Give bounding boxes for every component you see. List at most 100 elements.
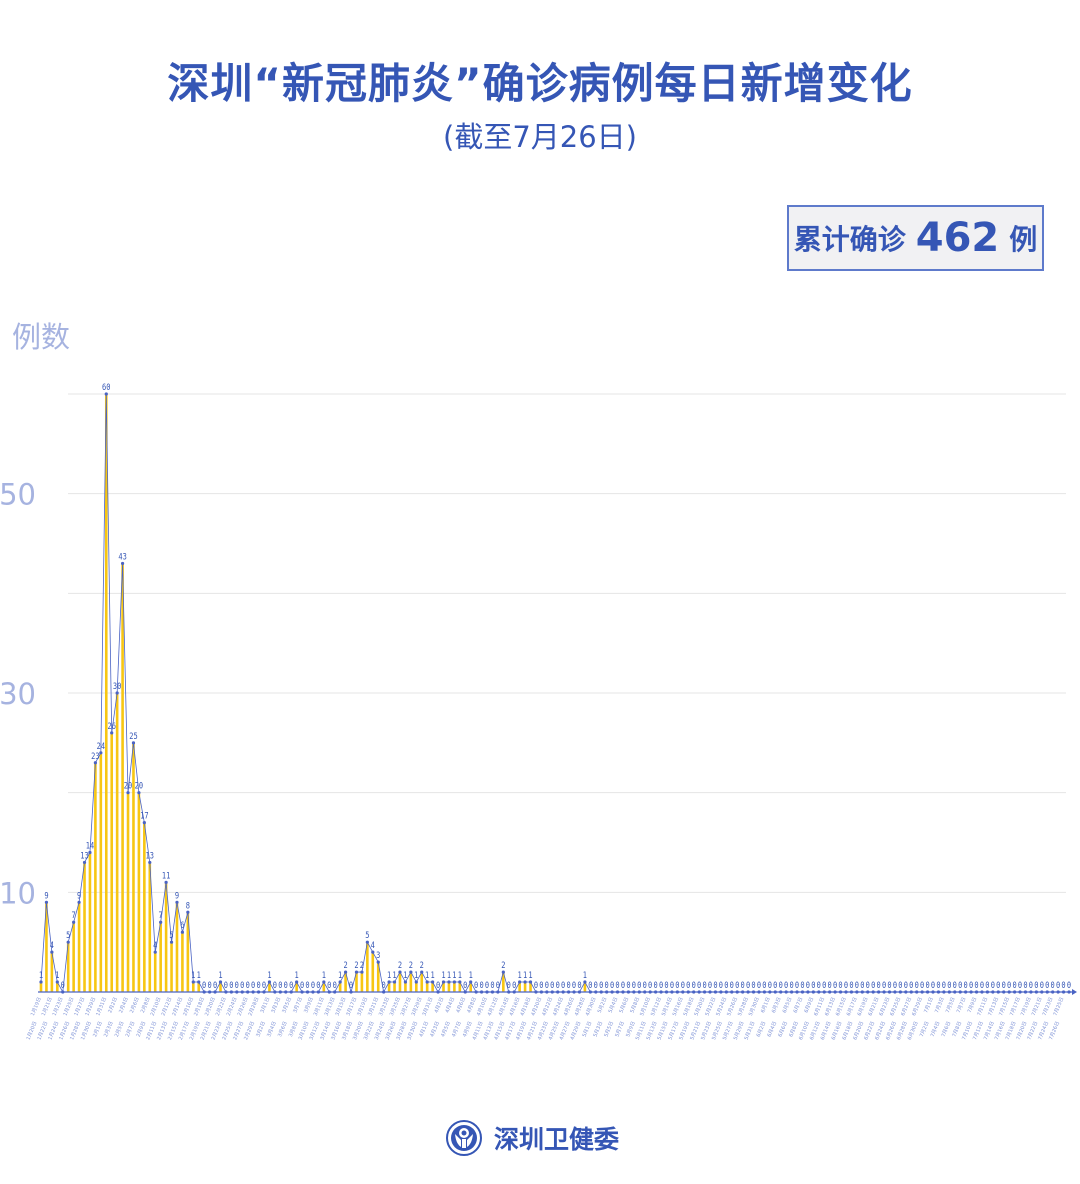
data-point	[996, 990, 1000, 994]
data-point	[534, 990, 538, 994]
data-label: 0	[779, 980, 783, 990]
data-point	[148, 860, 152, 865]
data-label: 0	[866, 980, 870, 990]
data-label: 0	[817, 980, 821, 990]
data-label: 0	[311, 980, 315, 990]
bar	[170, 942, 173, 992]
x-tick-label: 2月28日	[248, 997, 261, 1017]
data-label: 1	[469, 970, 473, 980]
data-label: 0	[436, 980, 440, 990]
y-tick-label: 10	[0, 876, 36, 910]
data-point	[1051, 990, 1055, 994]
x-tick-label: 2月1日	[92, 1021, 104, 1038]
data-label: 1	[338, 970, 342, 980]
data-label: 7	[159, 910, 163, 920]
data-label: 0	[686, 980, 690, 990]
data-label: 0	[594, 980, 598, 990]
data-label: 0	[605, 980, 609, 990]
data-label: 1	[528, 970, 532, 980]
data-label: 0	[893, 980, 897, 990]
data-label: 0	[648, 980, 652, 990]
data-label: 1	[322, 970, 326, 980]
bar	[387, 982, 391, 992]
data-label: 1	[518, 970, 522, 980]
data-label: 0	[300, 980, 304, 990]
data-point	[583, 980, 587, 984]
x-tick-label: 3月6日	[277, 1021, 289, 1038]
data-point	[240, 990, 244, 994]
data-point	[273, 990, 277, 994]
data-label: 0	[240, 980, 244, 990]
bar	[99, 752, 103, 992]
data-label: 1	[447, 970, 451, 980]
data-label: 0	[719, 980, 723, 990]
x-tick-label: 5月5日	[603, 1021, 615, 1038]
data-point	[610, 990, 614, 994]
data-label: 0	[273, 980, 277, 990]
bar	[415, 982, 418, 992]
data-label: 1	[452, 970, 456, 980]
data-label: 0	[1002, 980, 1006, 990]
x-tick-label: 3月7日	[292, 997, 304, 1014]
data-point	[1013, 990, 1017, 994]
data-label: 1	[403, 970, 407, 980]
data-label: 1	[267, 970, 271, 980]
data-label: 0	[713, 980, 717, 990]
bar	[126, 792, 130, 992]
data-label: 0	[762, 980, 766, 990]
bar	[583, 982, 587, 992]
data-label: 17	[140, 811, 149, 821]
data-point	[180, 930, 185, 934]
x-tick-label: 4月4日	[445, 997, 457, 1014]
data-point	[904, 990, 908, 994]
data-label: 0	[936, 980, 940, 990]
data-label: 1	[387, 970, 391, 980]
data-point	[387, 980, 391, 984]
data-label: 0	[974, 980, 978, 990]
data-point	[224, 990, 228, 994]
x-tick-label: 6月8日	[788, 1021, 800, 1038]
x-tick-label: 7月7日	[956, 997, 968, 1014]
data-point	[980, 990, 984, 994]
data-point	[909, 990, 913, 994]
data-label: 0	[1023, 980, 1027, 990]
data-label: 0	[235, 980, 239, 990]
data-label: 0	[833, 980, 837, 990]
data-point	[61, 990, 65, 994]
data-point	[773, 990, 777, 994]
data-label: 2	[409, 960, 413, 970]
data-point	[942, 990, 946, 994]
data-point	[104, 392, 108, 396]
x-tick-label: 6月9日	[804, 997, 816, 1014]
data-point	[360, 970, 364, 974]
bar	[110, 732, 114, 992]
bar	[393, 982, 396, 992]
data-point	[479, 990, 484, 994]
x-tick-label: 3月1日	[260, 997, 272, 1014]
x-tick-label: 3月9日	[303, 997, 315, 1014]
data-point	[898, 990, 902, 994]
data-label: 0	[479, 980, 483, 990]
data-label: 0	[246, 980, 250, 990]
data-point	[697, 990, 701, 994]
data-label: 2	[420, 960, 424, 970]
chart-subtitle: (截至7月26日)	[443, 120, 637, 154]
data-point	[675, 990, 679, 994]
data-label: 0	[659, 980, 663, 990]
data-point	[159, 920, 163, 924]
data-point	[66, 940, 70, 944]
data-point	[512, 990, 516, 994]
data-point	[849, 990, 854, 994]
data-label: 5	[66, 930, 70, 940]
x-tick-label: 4月3日	[429, 1021, 441, 1038]
data-point	[447, 980, 451, 984]
data-label: 9	[175, 890, 179, 900]
data-point	[305, 990, 310, 994]
data-point	[964, 990, 968, 994]
data-point	[425, 980, 429, 984]
bar	[219, 982, 222, 992]
data-label: 0	[675, 980, 679, 990]
data-label: 25	[129, 731, 138, 741]
data-label: 7	[72, 910, 76, 920]
data-point	[833, 990, 837, 994]
